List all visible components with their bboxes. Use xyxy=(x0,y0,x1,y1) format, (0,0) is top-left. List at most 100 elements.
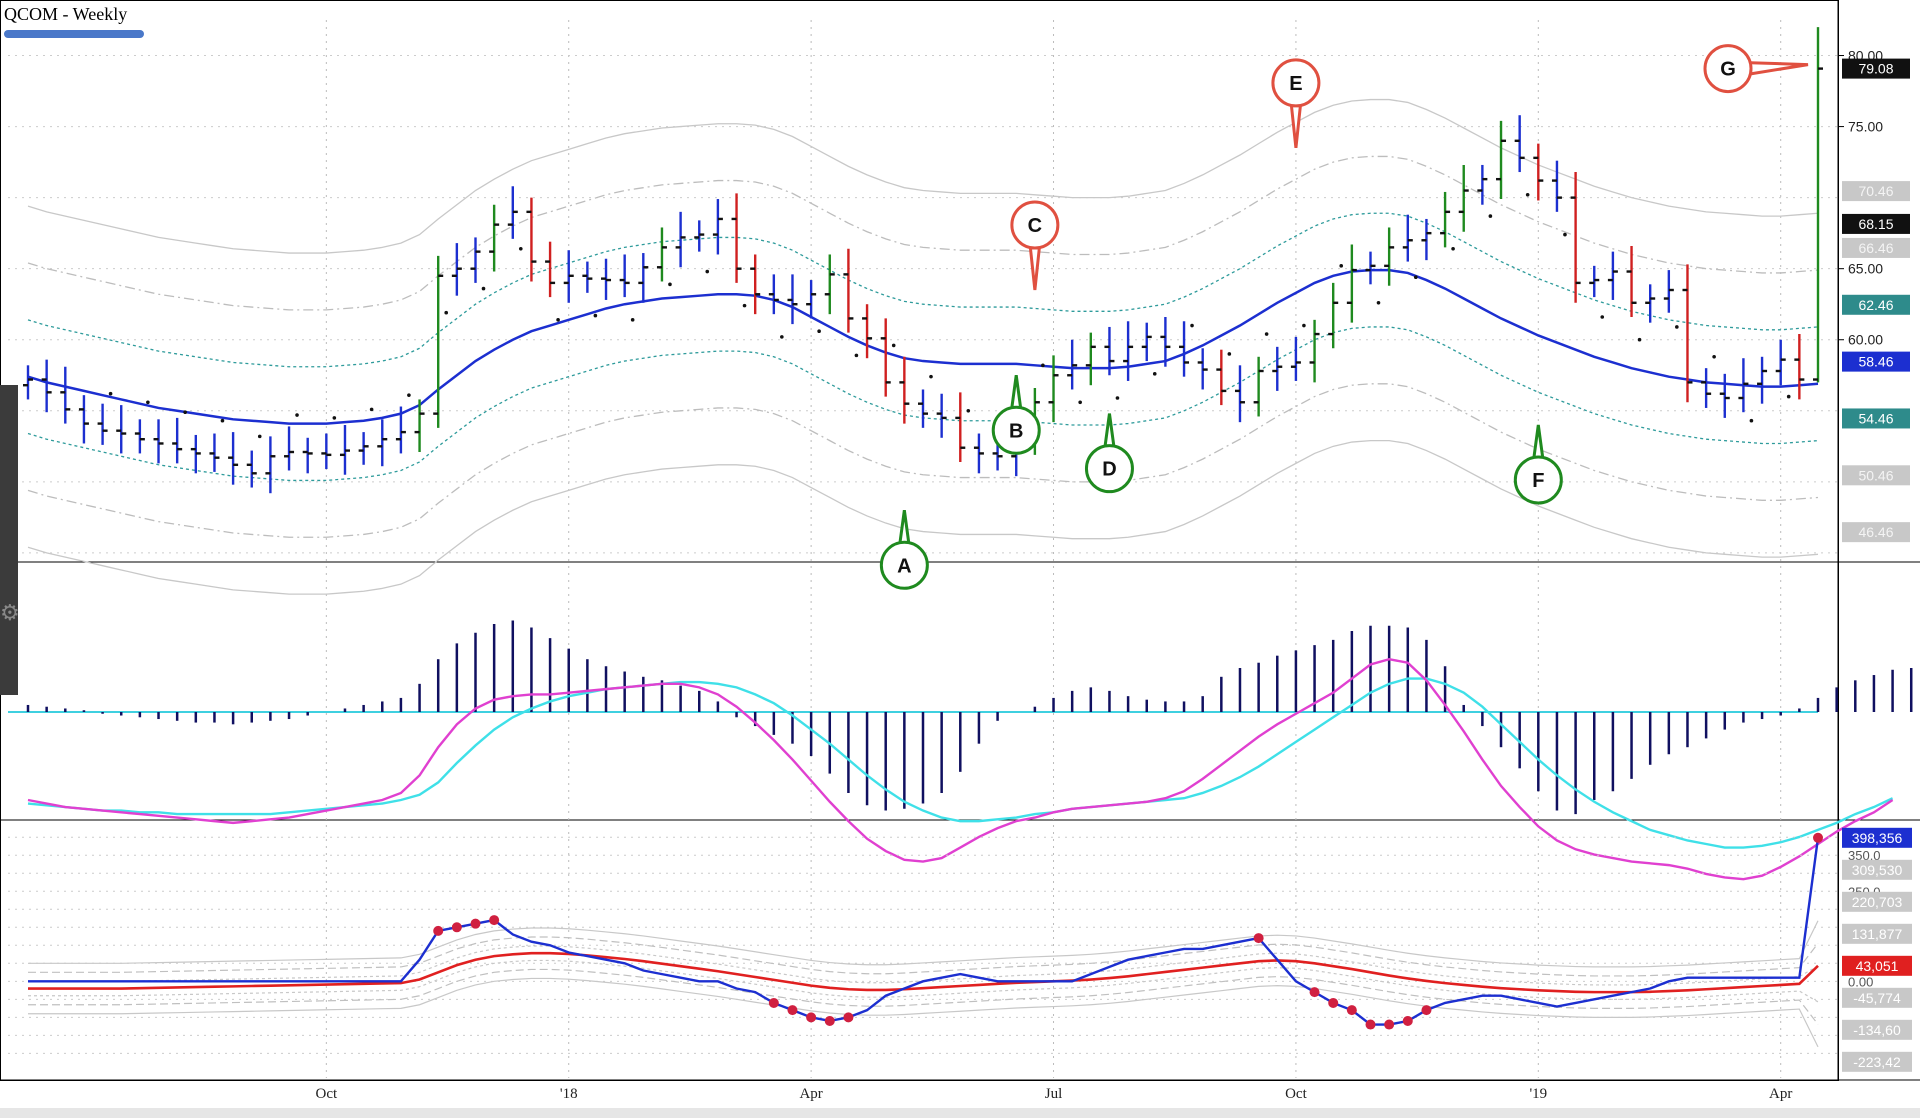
stop-dot xyxy=(407,393,411,397)
osc-extreme-dot xyxy=(768,997,779,1008)
price-value-tag-text: 79.08 xyxy=(1858,61,1893,77)
osc-value-tag-text: -134,60 xyxy=(1853,1022,1901,1038)
y-tick-label: 65.00 xyxy=(1848,261,1883,277)
stop-dot xyxy=(966,408,971,413)
osc-value-tag-text: 398,356 xyxy=(1852,830,1903,846)
osc-extreme-dot xyxy=(1328,997,1339,1008)
stop-dot xyxy=(1749,418,1754,423)
envelope-band xyxy=(27,155,1819,311)
stop-dot xyxy=(1339,264,1344,268)
osc-value-tag xyxy=(1842,923,1912,944)
annotation-c: C xyxy=(1010,200,1060,291)
osc-value-tag-text: 220,703 xyxy=(1852,894,1903,910)
price-value-tag-text: 70.46 xyxy=(1858,183,1893,199)
x-tick-label: '18 xyxy=(560,1086,578,1102)
scrollbar-track xyxy=(0,1108,1920,1118)
annotation-label: D xyxy=(1102,459,1116,481)
osc-extreme-dot xyxy=(843,1012,854,1023)
x-tick-label: Apr xyxy=(1769,1086,1792,1102)
stop-dot xyxy=(295,413,299,417)
osc-value-tag xyxy=(1842,827,1912,848)
stop-dot xyxy=(481,286,486,291)
annotation-label: F xyxy=(1532,470,1544,492)
annotation-pointer xyxy=(897,510,911,548)
price-value-tag-text: 66.46 xyxy=(1858,240,1893,256)
osc-value-tag-text: -45,774 xyxy=(1853,990,1901,1006)
osc-envelope-band xyxy=(28,920,1819,968)
annotation-label: A xyxy=(897,555,911,577)
stop-dot xyxy=(742,303,747,308)
stop-dot xyxy=(1413,275,1418,280)
annotation-g: G xyxy=(1703,44,1809,94)
stop-dot xyxy=(1600,315,1605,319)
price-value-tag xyxy=(1842,294,1910,315)
stop-dot xyxy=(1302,323,1306,328)
stop-dot xyxy=(705,269,710,274)
annotation-e: E xyxy=(1271,58,1321,149)
osc-value-tag xyxy=(1842,1019,1912,1040)
stop-dot xyxy=(1675,325,1679,329)
title-underline xyxy=(4,30,144,38)
stop-dot xyxy=(630,318,635,322)
osc-line xyxy=(28,837,1820,1026)
stop-dot xyxy=(1078,400,1082,405)
price-value-tag-text: 68.15 xyxy=(1858,216,1893,232)
osc-extreme-dot xyxy=(1365,1019,1376,1030)
annotation-a: A xyxy=(879,510,929,590)
osc-envelope-band xyxy=(28,968,1819,1025)
price-value-tag xyxy=(1842,408,1910,429)
stop-dot xyxy=(183,410,187,415)
stop-dot xyxy=(668,282,672,287)
annotation-b: B xyxy=(991,375,1041,455)
y-tick-label: 75.00 xyxy=(1848,119,1883,135)
price-value-tag xyxy=(1842,181,1910,202)
stop-dot xyxy=(854,353,859,358)
envelope-band xyxy=(27,98,1819,254)
annotation-circle xyxy=(1010,200,1060,250)
osc-value-tag-text: 309,530 xyxy=(1852,862,1903,878)
x-tick-label: '19 xyxy=(1529,1086,1547,1102)
osc-extreme-dot xyxy=(1813,832,1823,843)
annotation-label: G xyxy=(1720,59,1736,81)
stop-dot xyxy=(257,434,262,439)
stop-dot xyxy=(1152,372,1157,376)
osc-extreme-dot xyxy=(1384,1019,1395,1030)
stop-dot xyxy=(1115,396,1120,400)
stop-dot xyxy=(146,400,150,405)
stop-dot xyxy=(929,374,933,379)
osc-extreme-dot xyxy=(433,925,444,936)
annotation-pointer xyxy=(1009,375,1023,413)
annotation-label: E xyxy=(1289,73,1302,95)
osc-envelope-band xyxy=(28,936,1819,977)
chart-title: QCOM - Weekly xyxy=(4,4,128,24)
stop-dot xyxy=(1264,332,1269,336)
osc-extreme-dot xyxy=(489,915,500,926)
annotation-label: C xyxy=(1028,215,1042,237)
annotation-pointer xyxy=(1531,424,1545,463)
annotation-circle xyxy=(1084,444,1134,494)
annotation-pointer xyxy=(1745,61,1809,77)
x-tick-label: Oct xyxy=(1285,1086,1307,1102)
osc-tick-label: 350.0 xyxy=(1848,848,1881,863)
annotation-d: D xyxy=(1084,413,1134,494)
envelope-band xyxy=(27,439,1819,595)
osc-value-tag-text: 43,051 xyxy=(1856,958,1899,974)
side-toolbar-strip[interactable] xyxy=(0,385,18,695)
osc-extreme-dot xyxy=(1346,1005,1357,1016)
price-value-tag-text: 50.46 xyxy=(1858,467,1893,483)
osc-extreme-dot xyxy=(787,1005,798,1016)
osc-extreme-dot xyxy=(806,1012,817,1023)
gear-icon[interactable]: ⚙ xyxy=(0,600,20,625)
osc-extreme-dot xyxy=(1421,1005,1432,1016)
osc-extreme-dot xyxy=(451,922,462,933)
stop-dot xyxy=(444,310,449,315)
annotation-f: F xyxy=(1513,424,1563,505)
annotation-circle xyxy=(1513,455,1563,505)
stop-dot xyxy=(518,246,523,251)
price-value-tag xyxy=(1842,465,1910,486)
x-tick-label: Apr xyxy=(799,1086,822,1102)
osc-extreme-dot xyxy=(470,918,481,929)
stop-dot xyxy=(220,418,225,423)
price-value-tag xyxy=(1842,522,1910,543)
stop-dot xyxy=(1563,232,1567,237)
